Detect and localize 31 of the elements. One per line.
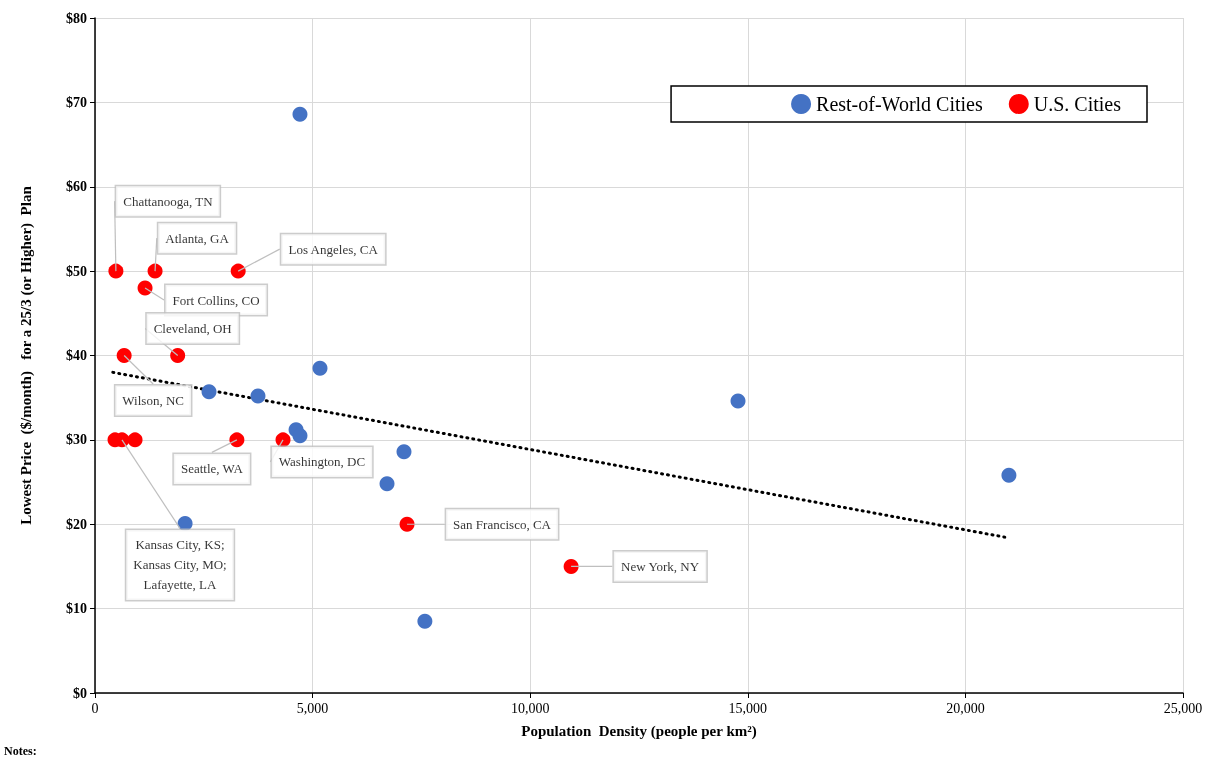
legend-label: U.S. Cities <box>1033 93 1122 115</box>
x-tick-label: 15,000 <box>728 700 768 716</box>
annotation: Atlanta, GA <box>165 230 230 246</box>
y-tick-label: $10 <box>66 601 87 617</box>
annotation: Los Angeles, CA <box>288 241 379 257</box>
x-tick-label: 20,000 <box>946 700 985 716</box>
y-tick-label: $30 <box>66 432 87 448</box>
annotation: Cleveland, OH <box>153 321 232 336</box>
y-tick-label: $80 <box>66 10 87 26</box>
y-tick-label: $40 <box>66 348 87 363</box>
annotation: Fort Collins, CO <box>172 292 260 308</box>
annotation: Kansas City, KS; Kansas City, MO; Lafayette, LA <box>133 537 227 593</box>
annotation: Washington, DC <box>278 454 366 470</box>
y-tick-label: $20 <box>66 516 87 532</box>
y-tick-label: $50 <box>66 263 87 279</box>
y-tick-label: $60 <box>66 179 87 195</box>
annotation: Chattanooga, TN <box>123 193 214 209</box>
x-tick-label: 0 <box>91 700 99 716</box>
x-tick-label: 25,000 <box>1163 700 1203 716</box>
y-tick-label: $0 <box>73 685 87 701</box>
y-axis-title: Lowest Price ($/month) for a 25/3 (or Higher) Plan <box>17 185 35 525</box>
annotation: Seattle, WA <box>180 461 244 477</box>
annotation: New York, NY <box>621 558 700 574</box>
text: Notes: <box>4 744 37 758</box>
annotation: Wilson, NC <box>122 393 184 408</box>
annotation: San Francisco, CA <box>453 516 552 532</box>
x-tick-label: 10,000 <box>510 700 550 716</box>
x-axis-title: Population Density (people per km²) <box>521 722 757 740</box>
x-tick-label: 5,000 <box>296 700 329 716</box>
y-tick-label: $70 <box>66 94 87 110</box>
legend-label: Rest-of-World Cities <box>816 93 983 115</box>
